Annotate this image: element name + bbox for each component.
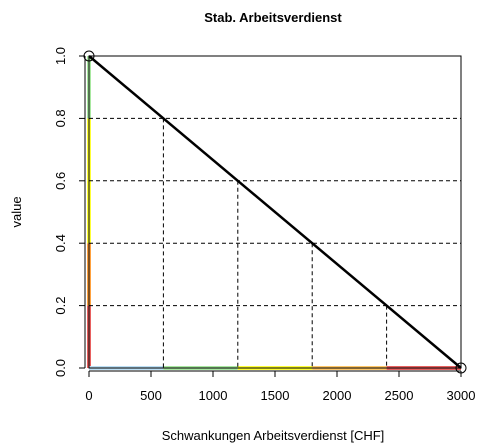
chart-title: Stab. Arbeitsverdienst bbox=[204, 10, 342, 25]
endpoint-marker-0 bbox=[83, 50, 95, 62]
guide-lines bbox=[89, 117, 461, 368]
x-tick-label: 2000 bbox=[323, 388, 352, 403]
x-tick-label: 500 bbox=[140, 388, 162, 403]
y-axis: 0.0 0.2 0.4 0.6 0.8 1.0 bbox=[53, 47, 86, 377]
y-tick-label: 0.6 bbox=[53, 172, 68, 190]
x-tick-label: 3000 bbox=[447, 388, 476, 403]
x-tick-label: 2500 bbox=[385, 388, 414, 403]
y-tick-label: 0.0 bbox=[53, 359, 68, 377]
endpoint-marker-1 bbox=[455, 362, 467, 374]
x-tick-label: 1000 bbox=[199, 388, 228, 403]
series-group bbox=[83, 50, 467, 374]
x-tick-label: 0 bbox=[85, 388, 92, 403]
series-line-0 bbox=[88, 55, 462, 369]
x-tick-label: 1500 bbox=[261, 388, 290, 403]
y-tick-label: 0.2 bbox=[53, 297, 68, 315]
y-axis-label: value bbox=[9, 196, 24, 227]
x-axis-label: Schwankungen Arbeitsverdienst [CHF] bbox=[162, 428, 385, 443]
x-axis: 0 500 1000 1500 2000 2500 3000 bbox=[85, 370, 476, 403]
y-tick-label: 0.8 bbox=[53, 109, 68, 127]
plot-frame bbox=[88, 55, 462, 369]
y-tick-label: 1.0 bbox=[53, 47, 68, 65]
y-tick-label: 0.4 bbox=[53, 234, 68, 252]
